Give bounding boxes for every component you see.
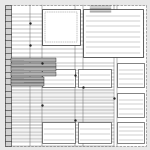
Bar bbox=[42, 69, 75, 87]
Bar bbox=[11, 83, 43, 86]
Bar bbox=[12, 82, 24, 83]
Bar bbox=[117, 63, 144, 87]
Bar bbox=[45, 12, 76, 42]
Bar bbox=[12, 64, 24, 65]
Bar bbox=[117, 122, 144, 142]
Bar bbox=[82, 9, 142, 57]
Bar bbox=[11, 58, 56, 62]
Bar bbox=[11, 80, 43, 83]
Bar bbox=[11, 72, 56, 76]
Bar bbox=[11, 77, 43, 80]
Bar bbox=[12, 69, 24, 70]
Bar bbox=[12, 60, 24, 61]
Bar bbox=[12, 78, 24, 79]
Bar bbox=[78, 122, 111, 142]
Bar bbox=[11, 67, 56, 71]
Bar bbox=[42, 9, 80, 45]
Bar bbox=[42, 122, 75, 142]
Bar bbox=[11, 63, 56, 67]
Bar bbox=[4, 4, 11, 146]
Bar bbox=[117, 93, 144, 117]
Bar bbox=[12, 73, 24, 74]
Bar bbox=[78, 69, 111, 87]
